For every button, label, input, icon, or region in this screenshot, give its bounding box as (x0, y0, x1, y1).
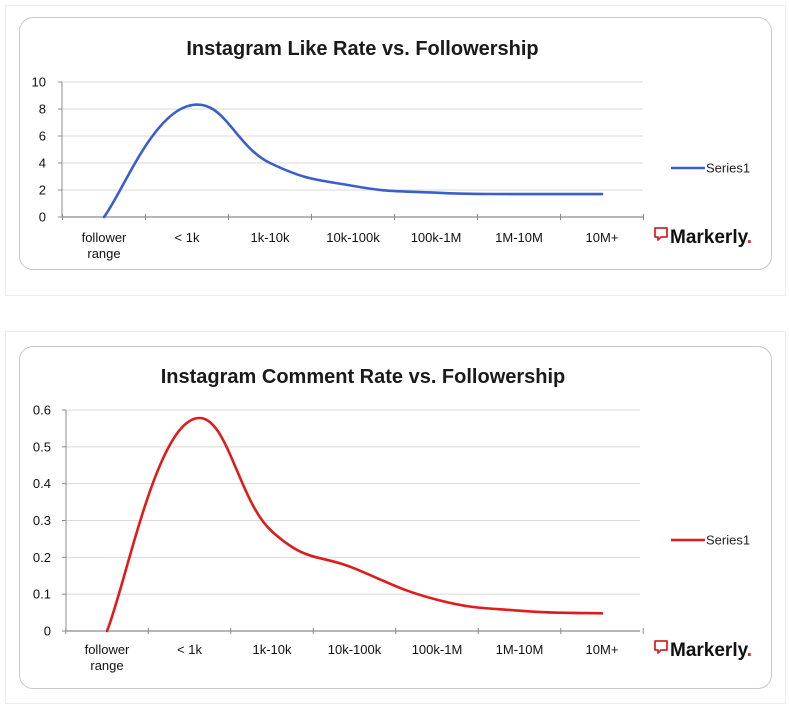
chart-title: Instagram Like Rate vs. Followership (186, 38, 538, 60)
legend-label: Series1 (706, 533, 750, 548)
y-tick-label: 0.4 (33, 476, 51, 491)
y-tick-label: 2 (39, 183, 46, 198)
x-tick-label: 1k-10k (250, 230, 290, 245)
x-tick-label: follower range (85, 642, 130, 673)
chart-title: Instagram Comment Rate vs. Followership (161, 366, 566, 388)
legend-label: Series1 (706, 161, 750, 176)
x-tick-label: 10k-100k (326, 230, 380, 245)
series-line (105, 416, 604, 633)
markerly-logo: Markerly. (654, 227, 752, 248)
x-tick-label: 100k-1M (412, 642, 463, 657)
x-tick-label: 10k-100k (328, 642, 382, 657)
y-tick-label: 0.1 (33, 587, 51, 602)
x-tick-label: < 1k (177, 642, 202, 657)
x-tick-label: 1M-10M (495, 230, 543, 245)
speech-bubble-icon (654, 227, 668, 241)
y-tick-label: 0 (39, 210, 46, 225)
series-line (102, 103, 604, 219)
x-tick-label: follower range (82, 230, 127, 261)
x-tick-label: < 1k (175, 230, 200, 245)
y-tick-label: 0.6 (33, 403, 51, 418)
x-tick-label: 100k-1M (411, 230, 462, 245)
y-tick-label: 10 (32, 75, 46, 90)
markerly-logo: Markerly. (654, 640, 752, 661)
y-tick-label: 0.2 (33, 550, 51, 565)
brand-name: Markerly. (670, 640, 752, 661)
x-tick-label: 1M-10M (496, 642, 544, 657)
y-tick-label: 0.5 (33, 439, 51, 454)
y-tick-label: 8 (39, 102, 46, 117)
speech-bubble-icon (654, 640, 668, 654)
y-tick-label: 0 (44, 624, 51, 639)
y-tick-label: 4 (39, 156, 46, 171)
chart-panel-likes (19, 17, 772, 270)
x-tick-label: 10M+ (586, 230, 619, 245)
x-tick-label: 1k-10k (252, 642, 292, 657)
brand-name: Markerly. (670, 227, 752, 248)
x-tick-label: 10M+ (586, 642, 619, 657)
y-tick-label: 0.3 (33, 513, 51, 528)
y-tick-label: 6 (39, 129, 46, 144)
